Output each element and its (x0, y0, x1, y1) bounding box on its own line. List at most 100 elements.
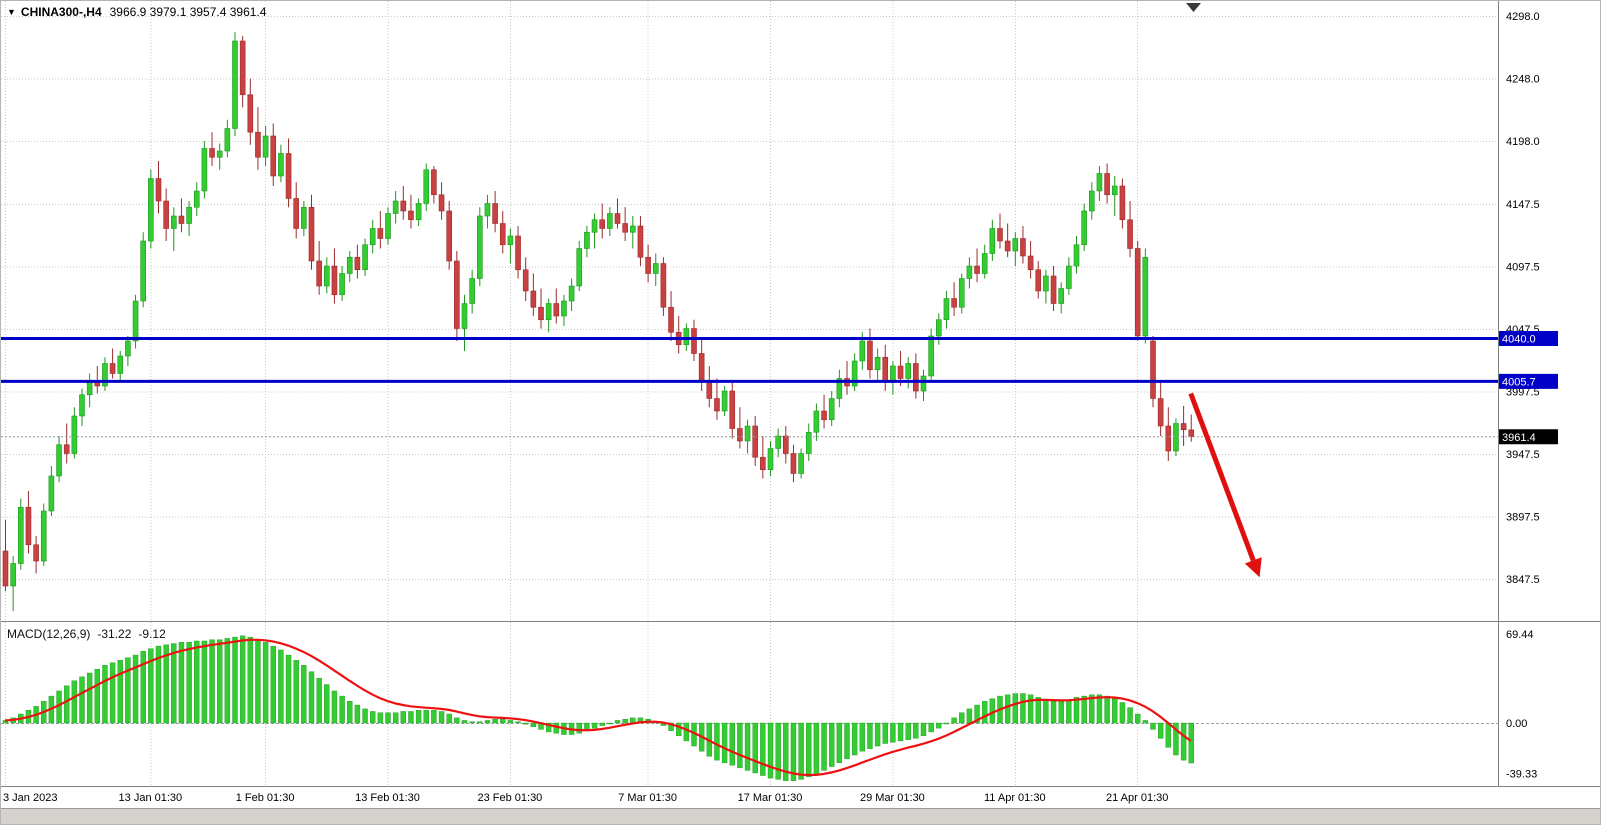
date-axis-label: 7 Mar 01:30 (618, 792, 677, 804)
candle-body (974, 265, 980, 274)
candle-body (431, 169, 437, 196)
candle-body (989, 228, 996, 254)
candle-body (851, 360, 858, 387)
candle-body (362, 244, 368, 271)
candle-body (102, 363, 108, 387)
candle-body (346, 256, 353, 274)
macd-histogram-bar (607, 722, 613, 725)
macd-histogram-bar (515, 721, 521, 724)
candle-body (997, 228, 1003, 242)
candle-body (1104, 173, 1110, 196)
price-axis-label: 3897.5 (1506, 512, 1540, 524)
candle-body (117, 355, 124, 374)
macd-histogram-bar (500, 718, 506, 724)
macd-histogram-bar (867, 722, 873, 749)
macd-histogram-bar (354, 704, 361, 724)
macd-histogram-bar (507, 720, 514, 724)
candle-body (805, 431, 812, 454)
candle-body (33, 544, 39, 562)
candle-body (576, 248, 583, 287)
date-axis-label: 29 Mar 01:30 (860, 792, 925, 804)
macd-histogram-bar (920, 722, 927, 737)
one-click-trading-arrow[interactable]: ▼ (7, 7, 16, 17)
trend-arrow-head[interactable] (1244, 557, 1262, 578)
candle-body (1089, 190, 1095, 212)
candle-body (86, 380, 93, 396)
macd-histogram-bar (446, 713, 452, 724)
chart-shift-marker[interactable] (1186, 3, 1201, 12)
candle-body (782, 435, 789, 454)
candle-body (522, 269, 529, 292)
candle-body (400, 200, 407, 212)
macd-histogram-bar (423, 709, 429, 724)
horizontal-scrollbar-strip[interactable] (1, 808, 1600, 824)
macd-histogram-bar (1043, 699, 1049, 724)
macd-axis-label: -39.33 (1506, 768, 1537, 780)
macd-histogram-bar (913, 722, 919, 739)
candle-body (561, 300, 567, 317)
candle-body (369, 228, 376, 246)
candle-body (813, 410, 820, 433)
date-axis-label: 21 Apr 01:30 (1106, 792, 1168, 804)
macd-histogram-bar (813, 722, 820, 775)
price-axis-label: 4198.0 (1506, 136, 1540, 148)
candle-body (499, 223, 506, 246)
macd-histogram-bar (1096, 694, 1103, 724)
candle-body (913, 363, 919, 392)
price-axis-label: 4147.5 (1506, 199, 1540, 211)
candle-body (591, 219, 598, 233)
macd-histogram-bar (477, 721, 483, 724)
macd-histogram-bar (239, 635, 246, 724)
macd-histogram-bar (201, 640, 208, 724)
candle-body (484, 203, 491, 217)
trend-arrow-shaft[interactable] (1188, 392, 1256, 562)
macd-histogram-bar (148, 648, 154, 724)
macd-histogram-bar (1188, 722, 1194, 764)
candle-body (706, 381, 713, 399)
macd-histogram-bar (454, 717, 460, 724)
macd-histogram-bar (362, 708, 368, 724)
candle-body (1119, 185, 1126, 221)
macd-histogram-bar (1066, 699, 1072, 724)
macd-histogram-bar (247, 636, 254, 724)
candle-body (721, 390, 728, 412)
candle-body (645, 256, 651, 274)
candle-body (1050, 275, 1057, 304)
macd-histogram-bar (132, 654, 139, 724)
candle-body (553, 303, 560, 317)
macd-histogram-bar (178, 642, 185, 724)
macd-histogram-bar (798, 722, 804, 780)
candle-body (515, 235, 521, 271)
candle-body (423, 169, 430, 204)
candle-body (354, 256, 361, 271)
macd-histogram-bar (1134, 713, 1141, 724)
macd-histogram-bar (714, 722, 720, 761)
macd-main-value: -31.22 (97, 627, 132, 641)
price-axis-label: 4248.0 (1506, 74, 1540, 86)
candle-body (278, 153, 284, 177)
candle-body (415, 203, 422, 221)
candle-body (1180, 423, 1187, 431)
macd-histogram-bar (155, 645, 162, 724)
candle-body (874, 356, 881, 371)
candle-body (301, 206, 307, 229)
candle-body (262, 135, 269, 158)
macd-histogram-bar (117, 659, 123, 724)
date-axis-label: 3 Jan 2023 (3, 792, 57, 804)
date-axis-label: 11 Apr 01:30 (984, 792, 1046, 804)
macd-histogram-bar (216, 639, 223, 724)
date-axis-label: 13 Feb 01:30 (355, 792, 420, 804)
candle-body (446, 210, 453, 262)
candle-body (48, 475, 55, 512)
candle-body (1058, 288, 1064, 304)
macd-histogram-bar (278, 649, 284, 724)
macd-histogram-bar (1073, 697, 1080, 724)
macd-histogram-bar (668, 722, 674, 731)
candle-body (683, 328, 690, 346)
candle-body (476, 215, 483, 279)
hline-price-tag (1498, 373, 1558, 389)
macd-histogram-bar (377, 712, 384, 724)
macd-histogram-bar (744, 722, 751, 771)
